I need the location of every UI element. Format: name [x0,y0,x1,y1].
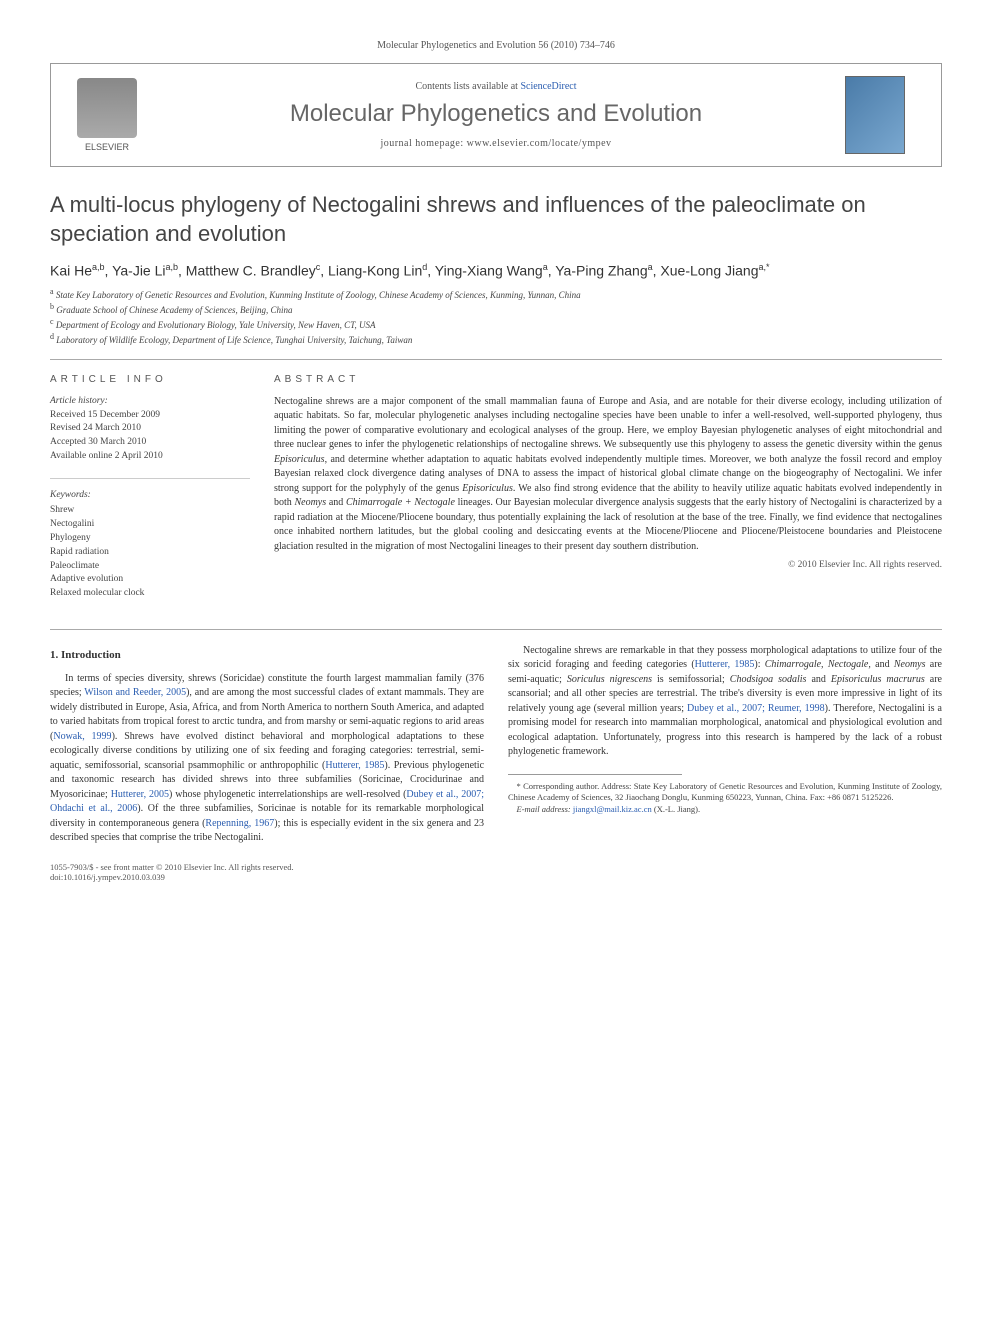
footnote-separator [508,774,682,775]
keyword: Adaptive evolution [50,574,123,584]
keyword: Nectogalini [50,519,94,529]
abstract-head: ABSTRACT [274,374,942,385]
history-label: Article history: [50,396,108,406]
body-columns: 1. Introduction In terms of species dive… [50,644,942,846]
abstract-column: ABSTRACT Nectogaline shrews are a major … [274,374,942,615]
email-suffix: (X.-L. Jiang). [652,804,700,814]
authors-line: Kai Hea,b, Ya-Jie Lia,b, Matthew C. Bran… [50,262,942,279]
email-link[interactable]: jiangxl@mail.kiz.ac.cn [573,804,652,814]
ref-link[interactable]: Hutterer, 2005 [111,789,169,800]
elsevier-tree-icon [77,78,137,138]
doi-line: doi:10.1016/j.ympev.2010.03.039 [50,872,294,882]
ref-link[interactable]: Wilson and Reeder, 2005 [84,687,186,698]
divider [50,629,942,630]
history-line: Accepted 30 March 2010 [50,437,146,447]
affiliation: a State Key Laboratory of Genetic Resour… [50,287,942,300]
keyword: Paleoclimate [50,561,99,571]
article-title: A multi-locus phylogeny of Nectogalini s… [50,191,942,248]
contents-prefix: Contents lists available at [415,81,520,92]
bottom-bar: 1055-7903/$ - see front matter © 2010 El… [50,862,942,882]
divider [50,359,942,360]
keyword: Rapid radiation [50,547,109,557]
ref-link[interactable]: Hutterer, 1985 [325,760,384,771]
abstract-copyright: © 2010 Elsevier Inc. All rights reserved… [274,560,942,570]
ref-link[interactable]: Hutterer, 1985 [695,659,755,670]
article-info-column: ARTICLE INFO Article history: Received 1… [50,374,250,615]
body-para-2: Nectogaline shrews are remarkable in tha… [508,644,942,760]
history-line: Revised 24 March 2010 [50,423,141,433]
keyword: Relaxed molecular clock [50,588,144,598]
affiliation: d Laboratory of Wildlife Ecology, Depart… [50,332,942,345]
contents-line: Contents lists available at ScienceDirec… [147,81,845,92]
publisher-logo-block: ELSEVIER [67,78,147,152]
front-matter-line: 1055-7903/$ - see front matter © 2010 El… [50,862,294,872]
article-history-block: Article history: Received 15 December 20… [50,395,250,464]
email-footnote: E-mail address: jiangxl@mail.kiz.ac.cn (… [508,804,942,815]
sciencedirect-link[interactable]: ScienceDirect [520,81,576,92]
running-head: Molecular Phylogenetics and Evolution 56… [50,40,942,51]
corresponding-footnote: * Corresponding author. Address: State K… [508,781,942,804]
keywords-block: Keywords: Shrew Nectogalini Phylogeny Rapid… [50,489,250,601]
body-para-1: In terms of species diversity, shrews (S… [50,672,484,846]
section-heading: 1. Introduction [50,648,484,664]
ref-link[interactable]: Repenning, 1967 [205,818,274,829]
journal-cover-thumb [845,76,925,154]
affiliation: b Graduate School of Chinese Academy of … [50,302,942,315]
article-info-head: ARTICLE INFO [50,374,250,385]
email-label: E-mail address: [517,804,571,814]
history-line: Received 15 December 2009 [50,410,160,420]
ref-link[interactable]: Nowak, 1999 [53,731,111,742]
keywords-label: Keywords: [50,489,250,503]
keyword: Phylogeny [50,533,91,543]
journal-header-box: ELSEVIER Contents lists available at Sci… [50,63,942,167]
journal-title: Molecular Phylogenetics and Evolution [147,100,845,128]
history-line: Available online 2 April 2010 [50,451,163,461]
keyword: Shrew [50,505,74,515]
abstract-text: Nectogaline shrews are a major component… [274,395,942,555]
affiliation: c Department of Ecology and Evolutionary… [50,317,942,330]
publisher-name: ELSEVIER [85,142,129,152]
ref-link[interactable]: Dubey et al., 2007; Reumer, 1998 [687,703,825,714]
journal-homepage: journal homepage: www.elsevier.com/locat… [147,138,845,149]
